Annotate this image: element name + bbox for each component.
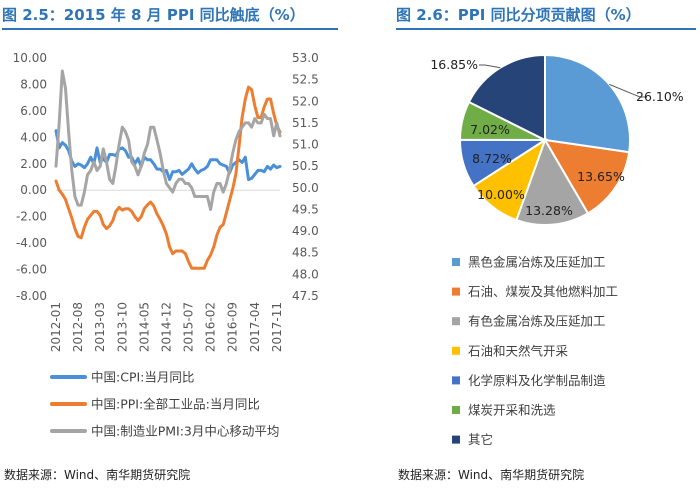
- pie-legend-label-6: 其它: [468, 432, 493, 447]
- pie-slice-label-4: 8.72%: [472, 151, 512, 166]
- y-right-tick-label: 51.0: [292, 138, 319, 152]
- x-tick-label: 2017-11: [270, 302, 284, 352]
- pie-legend-label-5: 煤炭开采和洗选: [468, 403, 556, 418]
- pie-slice-label-3: 10.00%: [477, 187, 525, 202]
- y-left-tick-label: -2.00: [16, 210, 47, 224]
- pie-legend-swatch-2: [452, 317, 460, 326]
- y-left-tick-label: 6.00: [20, 104, 47, 118]
- pie-slice-label-5: 7.02%: [470, 122, 510, 137]
- pie-leader-line-0: [609, 83, 647, 98]
- y-left-tick-label: 10.00: [13, 51, 47, 65]
- series-line-1: [54, 85, 282, 270]
- pie-legend-label-2: 有色金属冶炼及压延加工: [468, 314, 606, 329]
- y-right-tick-label: 47.5: [292, 289, 319, 303]
- pie-slice-6: [467, 53, 546, 142]
- x-tick-label: 2012-01: [49, 302, 63, 352]
- y-left-tick-label: -8.00: [16, 289, 47, 303]
- x-tick-label: 2013-10: [115, 302, 129, 352]
- pie-legend-label-4: 化学原料及化学制品制造: [468, 373, 606, 388]
- pie-slice-label-6: 16.85%: [430, 57, 478, 72]
- line-chart: 10.00 8.00 6.00 4.00 2.00 0.00 -2.00 -4.00 -6.00…: [13, 51, 319, 439]
- pie-legend-swatch-3: [452, 346, 460, 355]
- pie-legend-swatch-5: [452, 406, 460, 414]
- pie-legend-swatch-6: [452, 435, 460, 444]
- y-left-tick-label: -4.00: [16, 236, 47, 250]
- pie-slice-label-0: 26.10%: [636, 89, 684, 104]
- y-right-tick-label: 49.0: [292, 224, 319, 238]
- y-left-tick-label: 4.00: [20, 130, 47, 144]
- pie-slice-label-2: 13.28%: [525, 203, 573, 218]
- pie-legend-label-1: 石油、煤炭及其他燃料加工: [468, 284, 618, 299]
- legend-label-2: 中国:制造业PMI:3月中心移动平均: [91, 424, 279, 439]
- pie-legend-label-3: 石油和天然气开采: [468, 343, 569, 358]
- legend-label-1: 中国:PPI:全部工业品:当月同比: [91, 397, 260, 412]
- y-right-tick-label: 50.0: [292, 181, 319, 195]
- x-tick-label: 2014-12: [159, 302, 173, 352]
- line-chart-title-rule: [2, 28, 338, 30]
- y-right-tick-label: 50.5: [292, 159, 319, 173]
- x-tick-label: 2017-04: [248, 302, 262, 352]
- pie-chart: 26.10% 13.65% 13.28%10.00% 8.72% 7.02% 16.85%…: [430, 53, 684, 447]
- source-note-left: 数据来源：Wind、南华期货研究院: [4, 468, 191, 482]
- y-right-tick-label: 52.5: [292, 73, 319, 87]
- y-right-tick-label: 51.5: [292, 116, 319, 130]
- x-tick-label: 2014-05: [137, 302, 151, 352]
- series-line-2: [54, 69, 282, 211]
- y-right-tick-label: 48.5: [292, 246, 319, 260]
- y-left-tick-label: 8.00: [20, 77, 47, 91]
- y-left-tick-label: -6.00: [16, 263, 47, 277]
- x-tick-label: 2013-03: [93, 302, 107, 352]
- line-chart-title: 图 2.5：2015 年 8 月 PPI 同比触底（%）: [2, 6, 305, 24]
- pie-chart-title: 图 2.6：PPI 同比分项贡献图（%）: [396, 6, 641, 24]
- pie-slice-label-1: 13.65%: [577, 169, 625, 184]
- x-tick-label: 2016-09: [226, 302, 240, 352]
- y-right-tick-label: 49.5: [292, 202, 319, 216]
- x-tick-label: 2016-02: [204, 302, 218, 352]
- pie-slice-0: [544, 53, 631, 154]
- pie-legend-label-0: 黑色金属冶炼及压延加工: [468, 255, 606, 270]
- pie-legend-swatch-4: [452, 376, 460, 385]
- source-note-right: 数据来源：Wind、南华期货研究院: [398, 468, 585, 482]
- y-right-tick-label: 53.0: [292, 51, 319, 65]
- y-left-tick-label: 2.00: [20, 157, 47, 171]
- pie-legend-swatch-1: [452, 287, 460, 296]
- y-left-tick-label: 0.00: [20, 183, 47, 197]
- pie-slice-2: [515, 137, 590, 226]
- pie-slice-1: [543, 138, 631, 215]
- y-right-tick-label: 48.0: [292, 267, 319, 281]
- x-tick-label: 2015-07: [182, 302, 196, 352]
- x-tick-label: 2012-08: [71, 302, 85, 352]
- legend-label-0: 中国:CPI:当月同比: [91, 370, 194, 385]
- y-right-tick-label: 52.0: [292, 94, 319, 108]
- pie-chart-title-rule: [396, 28, 696, 30]
- pie-leader-line-6: [479, 64, 501, 69]
- pie-legend-swatch-0: [452, 258, 460, 266]
